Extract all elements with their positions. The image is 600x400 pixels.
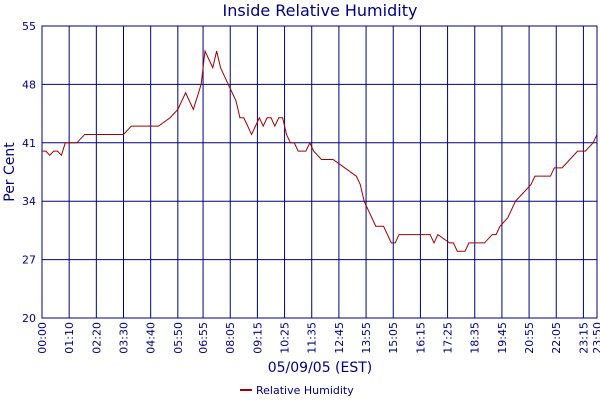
y-tick-label: 27 (22, 254, 36, 267)
y-tick-label: 41 (22, 137, 36, 150)
chart-title: Inside Relative Humidity (223, 1, 418, 20)
x-axis-label: 05/09/05 (EST) (268, 360, 373, 376)
x-tick-label: 11:35 (306, 322, 319, 354)
x-tick-label: 15:05 (387, 322, 400, 354)
x-tick-label: 19:45 (496, 322, 509, 354)
x-tick-label: 18:35 (469, 322, 482, 354)
x-tick-label: 09:15 (251, 322, 264, 354)
x-tick-label: 17:25 (442, 322, 455, 354)
x-tick-label: 22:05 (550, 322, 563, 354)
x-tick-label: 02:20 (90, 322, 103, 354)
y-tick-label: 48 (22, 78, 36, 91)
x-tick-label: 08:05 (224, 322, 237, 354)
x-tick-label: 23:15 (577, 322, 590, 354)
x-tick-label: 01:10 (63, 322, 76, 354)
x-tick-label: 00:00 (36, 322, 49, 354)
y-tick-label: 55 (22, 20, 36, 33)
y-tick-label: 20 (22, 312, 36, 325)
x-tick-label: 03:30 (118, 322, 131, 354)
x-tick-label: 13:55 (360, 322, 373, 354)
x-tick-label: 12:45 (333, 322, 346, 354)
x-tick-label: 04:40 (145, 322, 158, 354)
x-tick-label: 10:25 (279, 322, 292, 354)
x-tick-label: 06:55 (197, 322, 210, 354)
y-tick-label: 34 (22, 195, 36, 208)
legend-label: Relative Humidity (256, 384, 354, 397)
x-tick-label: 20:55 (523, 322, 536, 354)
y-axis-label: Per Cent (2, 142, 18, 202)
x-tick-label: 16:15 (414, 322, 427, 354)
plot-area (41, 25, 598, 319)
data-line (42, 49, 598, 252)
x-tick-label: 05:50 (172, 322, 185, 354)
x-tick-label: 23:50 (591, 322, 600, 354)
